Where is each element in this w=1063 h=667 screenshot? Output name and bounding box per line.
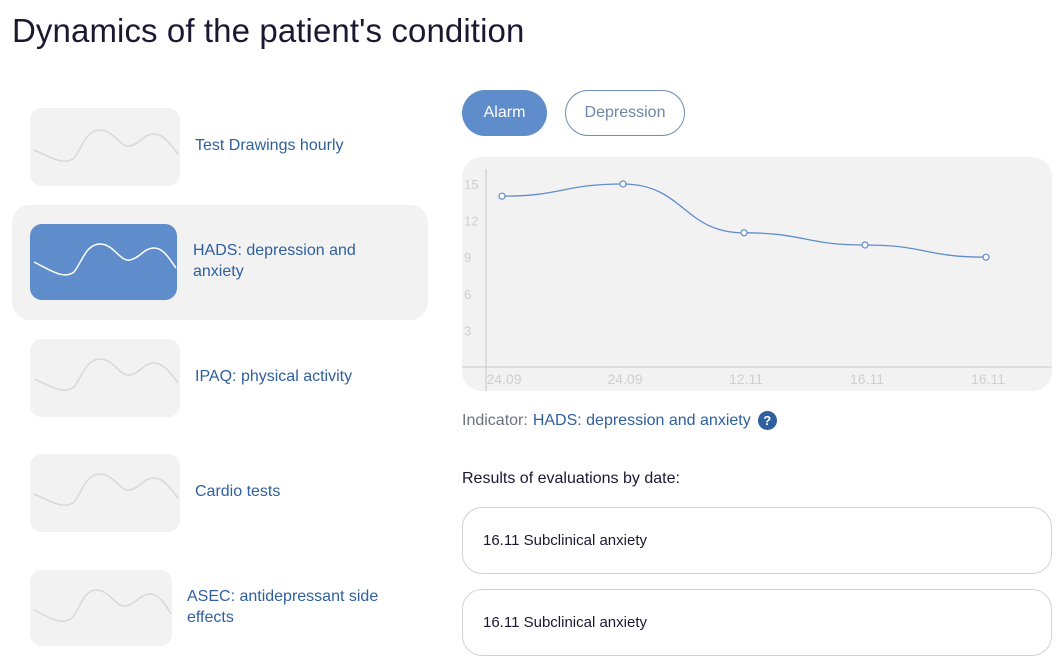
help-icon[interactable]: ? — [757, 411, 777, 430]
indicator-item-label: Test Drawings hourly — [195, 137, 344, 154]
y-tick-label: 6 — [464, 287, 471, 302]
indicator-caption: Indicator: HADS: depression and anxiety … — [462, 411, 777, 430]
line-chart: 3 6 9 12 15 24.09 24.09 12.11 16.11 16.11 — [462, 157, 1052, 391]
indicator-item-ipaq[interactable]: IPAQ: physical activity — [12, 331, 428, 426]
tab-depression[interactable]: Depression — [565, 90, 685, 136]
sparkline-thumbnail — [30, 224, 177, 300]
sparkline-thumbnail — [30, 454, 180, 532]
data-point — [740, 229, 748, 237]
page-title: Dynamics of the patient's condition — [12, 12, 525, 49]
indicator-item-hads[interactable]: HADS: depression and anxiety — [12, 205, 428, 320]
results-title: Results of evaluations by date: — [462, 470, 680, 487]
series-line — [501, 183, 987, 258]
indicator-item-test-drawings[interactable]: Test Drawings hourly — [12, 100, 428, 195]
indicator-item-label: ASEC: antidepressant side effects — [187, 588, 379, 626]
tab-alarm[interactable]: Alarm — [462, 90, 547, 136]
data-point — [861, 241, 869, 249]
y-tick-label: 3 — [464, 323, 471, 338]
indicator-list: Test Drawings hourly HADS: depression an… — [0, 0, 440, 667]
x-tick-label: 24.09 — [486, 371, 521, 387]
x-tick-label: 24.09 — [607, 371, 642, 387]
indicator-prefix: Indicator: — [462, 411, 528, 429]
x-tick-label: 16.11 — [850, 371, 884, 387]
x-tick-label: 12.11 — [729, 371, 763, 387]
indicator-item-label: Cardio tests — [195, 483, 281, 500]
indicator-item-cardio[interactable]: Cardio tests — [12, 446, 428, 541]
indicator-name: HADS: depression and anxiety — [532, 411, 751, 429]
result-card[interactable]: 16.11 Subclinical anxiety — [462, 589, 1052, 656]
sparkline-thumbnail — [30, 339, 180, 417]
indicator-item-label: IPAQ: physical activity — [195, 368, 353, 385]
y-tick-label: 9 — [464, 250, 471, 265]
data-point — [619, 180, 627, 188]
data-point — [498, 192, 506, 200]
result-text: 16.11 Subclinical anxiety — [483, 614, 647, 631]
x-tick-label: 16.11 — [971, 371, 1005, 387]
y-tick-label: 15 — [464, 177, 478, 192]
indicator-item-label: HADS: depression and anxiety — [193, 242, 356, 280]
y-tick-label: 12 — [464, 214, 478, 229]
data-point — [982, 253, 990, 261]
sparkline-thumbnail — [30, 570, 172, 646]
result-card[interactable]: 16.11 Subclinical anxiety — [462, 507, 1052, 574]
result-text: 16.11 Subclinical anxiety — [483, 532, 647, 549]
sparkline-thumbnail — [30, 108, 180, 186]
indicator-item-asec[interactable]: ASEC: antidepressant side effects — [12, 561, 428, 656]
